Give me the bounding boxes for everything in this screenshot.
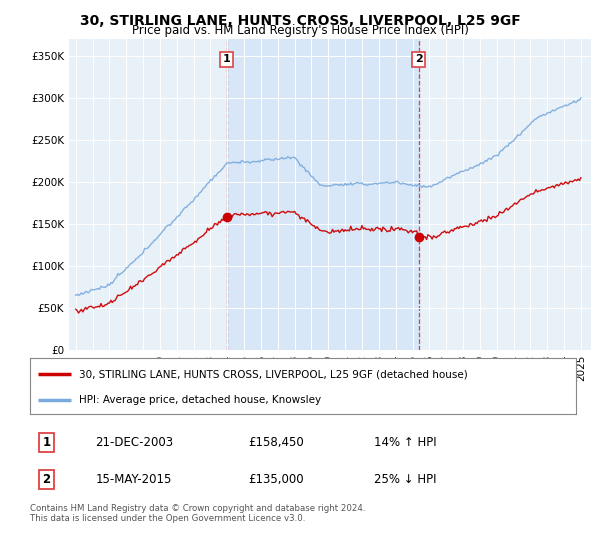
Text: 30, STIRLING LANE, HUNTS CROSS, LIVERPOOL, L25 9GF (detached house): 30, STIRLING LANE, HUNTS CROSS, LIVERPOO…: [79, 369, 468, 379]
Text: 15-MAY-2015: 15-MAY-2015: [95, 473, 172, 486]
Text: 1: 1: [43, 436, 50, 449]
Text: 30, STIRLING LANE, HUNTS CROSS, LIVERPOOL, L25 9GF: 30, STIRLING LANE, HUNTS CROSS, LIVERPOO…: [80, 14, 520, 28]
Bar: [227, 39, 419, 350]
Text: £158,450: £158,450: [248, 436, 304, 449]
Text: 14% ↑ HPI: 14% ↑ HPI: [374, 436, 437, 449]
Text: 2: 2: [415, 54, 422, 64]
Text: 25% ↓ HPI: 25% ↓ HPI: [374, 473, 436, 486]
Text: 2: 2: [43, 473, 50, 486]
Text: HPI: Average price, detached house, Knowsley: HPI: Average price, detached house, Know…: [79, 395, 321, 405]
Text: Contains HM Land Registry data © Crown copyright and database right 2024.
This d: Contains HM Land Registry data © Crown c…: [30, 504, 365, 524]
Text: 1: 1: [223, 54, 230, 64]
Text: Price paid vs. HM Land Registry's House Price Index (HPI): Price paid vs. HM Land Registry's House …: [131, 24, 469, 36]
Text: £135,000: £135,000: [248, 473, 304, 486]
Text: 21-DEC-2003: 21-DEC-2003: [95, 436, 173, 449]
